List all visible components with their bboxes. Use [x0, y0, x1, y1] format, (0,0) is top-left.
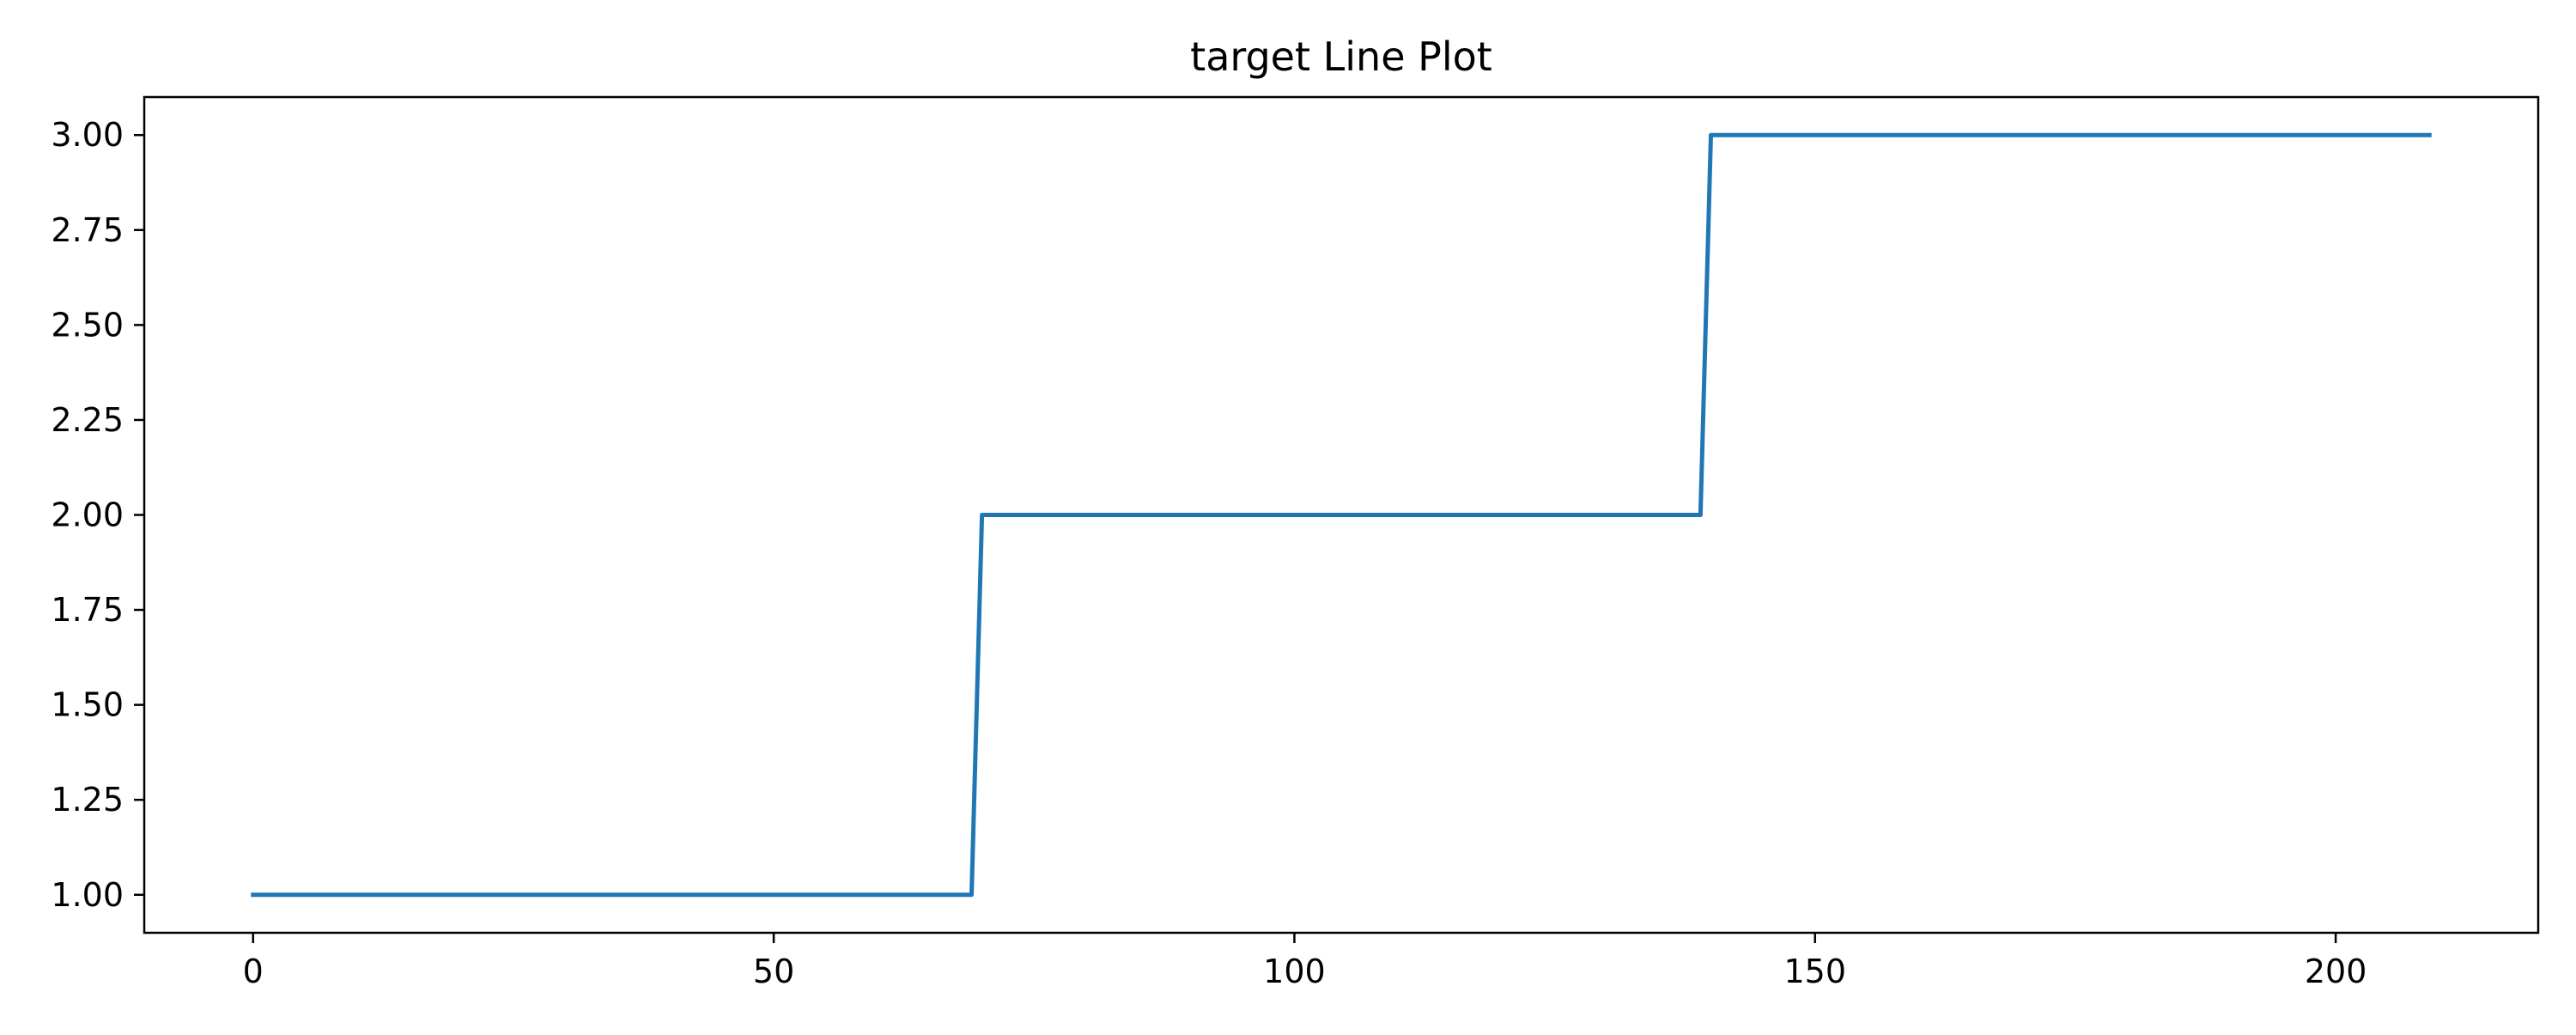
y-tick-label: 3.00	[51, 116, 124, 154]
plot-area	[251, 132, 2432, 898]
x-tick-label: 100	[1263, 953, 1326, 990]
y-tick-label: 1.25	[51, 781, 124, 819]
axis-ticks: 0 50 100 150 200 1.00 1.25 1.50 1.75 2.00 2.25 2.50…	[51, 116, 2366, 990]
series-line	[251, 132, 2432, 898]
chart-title: target Line Plot	[1190, 33, 1492, 80]
x-tick-label: 0	[243, 953, 264, 990]
y-tick-label: 2.25	[51, 401, 124, 439]
y-tick-label: 1.75	[51, 591, 124, 629]
y-tick-label: 1.50	[51, 686, 124, 724]
y-tick-label: 1.00	[51, 876, 124, 914]
y-tick-label: 2.75	[51, 211, 124, 249]
x-tick-label: 150	[1784, 953, 1847, 990]
y-tick-label: 2.50	[51, 306, 124, 344]
x-tick-label: 50	[753, 953, 794, 990]
x-tick-label: 200	[2305, 953, 2367, 990]
y-tick-label: 2.00	[51, 496, 124, 534]
plot-frame	[143, 95, 2540, 935]
